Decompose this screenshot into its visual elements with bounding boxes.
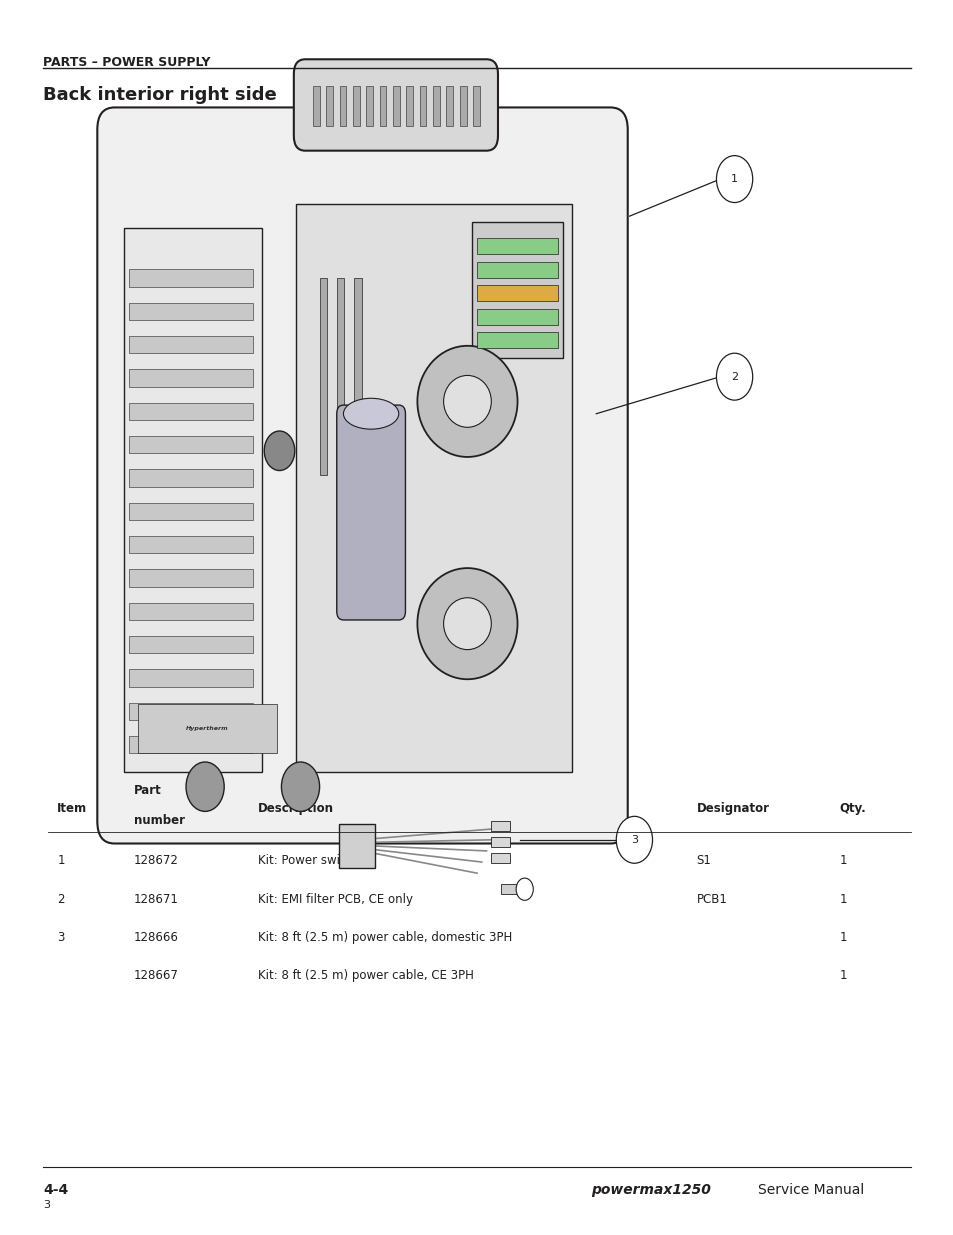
Bar xyxy=(129,536,253,553)
Text: Back interior right side: Back interior right side xyxy=(43,86,276,105)
Bar xyxy=(129,403,253,420)
Text: 3: 3 xyxy=(57,931,65,944)
Bar xyxy=(473,86,479,126)
Text: 1: 1 xyxy=(839,931,846,944)
Text: Item: Item xyxy=(57,803,88,815)
Text: Description: Description xyxy=(257,803,334,815)
Bar xyxy=(500,884,521,894)
Ellipse shape xyxy=(443,375,491,427)
Text: Designator: Designator xyxy=(696,803,769,815)
Text: Kit: 8 ft (2.5 m) power cable, domestic 3PH: Kit: 8 ft (2.5 m) power cable, domestic … xyxy=(257,931,512,944)
Bar xyxy=(476,332,558,348)
Bar xyxy=(472,222,562,358)
Bar xyxy=(338,825,375,867)
Circle shape xyxy=(516,878,533,900)
Bar xyxy=(354,278,361,475)
Text: 2: 2 xyxy=(57,893,65,905)
Text: S1: S1 xyxy=(696,855,711,867)
Text: Qty.: Qty. xyxy=(839,803,865,815)
Text: Kit: Power switch: Kit: Power switch xyxy=(257,855,357,867)
Bar xyxy=(459,86,466,126)
Bar xyxy=(124,228,262,772)
Text: 2: 2 xyxy=(730,372,738,382)
Text: number: number xyxy=(133,814,184,827)
Text: 1: 1 xyxy=(730,174,738,184)
Circle shape xyxy=(716,353,752,400)
Bar xyxy=(129,669,253,687)
Bar xyxy=(129,736,253,753)
Text: 1: 1 xyxy=(839,855,846,867)
Bar xyxy=(353,86,359,126)
Bar xyxy=(129,636,253,653)
Text: Hypertherm: Hypertherm xyxy=(186,726,229,731)
Bar xyxy=(491,837,510,847)
Circle shape xyxy=(716,156,752,203)
Bar xyxy=(393,86,399,126)
Text: PCB1: PCB1 xyxy=(696,893,726,905)
Text: Kit: EMI filter PCB, CE only: Kit: EMI filter PCB, CE only xyxy=(257,893,412,905)
Text: 3: 3 xyxy=(630,835,638,845)
Bar xyxy=(319,278,327,475)
Ellipse shape xyxy=(416,568,517,679)
Bar xyxy=(446,86,453,126)
Text: 1: 1 xyxy=(839,969,846,982)
Bar xyxy=(129,569,253,587)
Text: 1: 1 xyxy=(57,855,65,867)
Bar xyxy=(295,204,572,772)
Circle shape xyxy=(281,762,319,811)
Text: Kit: 8 ft (2.5 m) power cable, CE 3PH: Kit: 8 ft (2.5 m) power cable, CE 3PH xyxy=(257,969,473,982)
FancyBboxPatch shape xyxy=(97,107,627,844)
Bar xyxy=(129,336,253,353)
Circle shape xyxy=(616,816,652,863)
Bar xyxy=(419,86,426,126)
Bar xyxy=(129,603,253,620)
Text: 128667: 128667 xyxy=(133,969,178,982)
Bar xyxy=(476,262,558,278)
Bar xyxy=(129,469,253,487)
Ellipse shape xyxy=(416,346,517,457)
Bar xyxy=(339,86,346,126)
Bar xyxy=(406,86,413,126)
Bar xyxy=(476,309,558,325)
Text: powermax1250: powermax1250 xyxy=(591,1183,711,1197)
FancyBboxPatch shape xyxy=(336,405,405,620)
Text: 128671: 128671 xyxy=(133,893,178,905)
Circle shape xyxy=(264,431,294,471)
Bar xyxy=(491,853,510,863)
Bar xyxy=(313,86,319,126)
Bar xyxy=(129,503,253,520)
Bar xyxy=(476,285,558,301)
Bar xyxy=(138,704,276,753)
FancyBboxPatch shape xyxy=(294,59,497,151)
Bar xyxy=(129,436,253,453)
Text: 128672: 128672 xyxy=(133,855,178,867)
Text: 128666: 128666 xyxy=(133,931,178,944)
Text: PARTS – POWER SUPPLY: PARTS – POWER SUPPLY xyxy=(43,56,211,69)
Bar xyxy=(491,821,510,831)
Bar xyxy=(326,86,333,126)
Bar xyxy=(336,278,344,475)
Text: 4-4: 4-4 xyxy=(43,1183,68,1197)
Bar xyxy=(379,86,386,126)
Text: 1: 1 xyxy=(839,893,846,905)
Bar xyxy=(433,86,439,126)
Ellipse shape xyxy=(443,598,491,650)
Text: 3: 3 xyxy=(43,1200,50,1210)
Bar xyxy=(129,303,253,320)
Text: Service Manual: Service Manual xyxy=(758,1183,863,1197)
Bar xyxy=(129,703,253,720)
Circle shape xyxy=(186,762,224,811)
Text: Part: Part xyxy=(133,783,161,797)
Bar xyxy=(129,369,253,387)
Ellipse shape xyxy=(343,399,398,430)
Bar xyxy=(476,238,558,254)
Bar xyxy=(129,269,253,287)
Bar xyxy=(366,86,373,126)
